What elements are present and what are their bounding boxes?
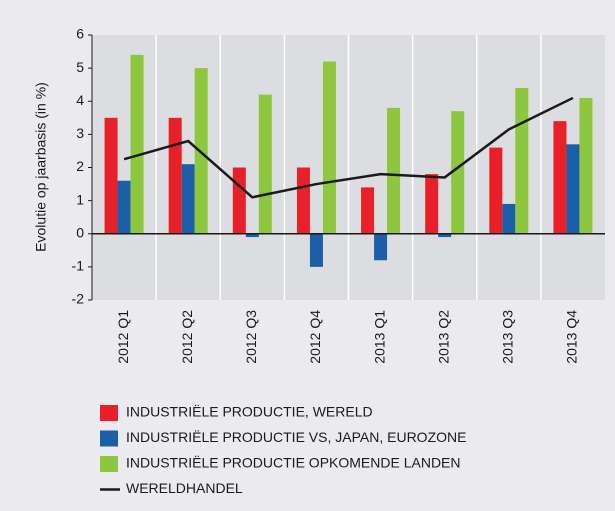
bar (130, 54, 144, 234)
legend-label: INDUSTRIËLE PRODUCTIE, WERELD (126, 404, 373, 420)
y-tick-label: 5 (76, 59, 84, 75)
bar (322, 61, 336, 234)
bar (309, 233, 323, 267)
bar (374, 233, 388, 261)
x-tick-label: 2012 Q2 (179, 310, 195, 364)
bar (117, 180, 131, 234)
x-tick-label: 2012 Q4 (307, 310, 323, 364)
x-tick-label: 2013 Q4 (564, 310, 580, 364)
legend-label: INDUSTRIËLE PRODUCTIE VS, JAPAN, EUROZON… (126, 429, 466, 445)
y-tick-label: 0 (76, 224, 84, 240)
x-tick-label: 2012 Q1 (115, 310, 131, 364)
bar (579, 97, 593, 234)
x-tick-label: 2012 Q3 (243, 310, 259, 364)
bar (553, 121, 567, 234)
bar (502, 203, 516, 234)
y-tick-label: 4 (76, 92, 84, 108)
y-tick-label: -1 (72, 258, 85, 274)
bar (566, 144, 580, 234)
x-tick-label: 2013 Q1 (371, 310, 387, 364)
y-tick-label: 1 (76, 191, 84, 207)
y-tick-label: 2 (76, 158, 84, 174)
bar (361, 187, 375, 234)
legend-label: WERELDHANDEL (126, 480, 243, 496)
bar (168, 117, 182, 234)
y-axis-label: Evolutie op jaarbasis (in %) (33, 82, 49, 252)
bar (232, 167, 246, 234)
y-tick-label: 3 (76, 125, 84, 141)
bar (258, 94, 272, 234)
x-tick-label: 2013 Q3 (500, 310, 516, 364)
bar (438, 233, 452, 238)
bar (515, 88, 529, 234)
bar (489, 147, 503, 234)
legend-swatch (100, 456, 118, 472)
bar (387, 107, 401, 234)
legend-swatch (100, 405, 118, 421)
legend-label: INDUSTRIËLE PRODUCTIE OPKOMENDE LANDEN (126, 455, 461, 471)
y-tick-label: -2 (72, 291, 85, 307)
y-tick-label: 6 (76, 26, 84, 42)
bar (181, 164, 195, 234)
bar (245, 233, 259, 238)
x-tick-label: 2013 Q2 (435, 310, 451, 364)
legend-swatch (100, 430, 118, 447)
bar (104, 117, 118, 234)
bar (451, 111, 465, 234)
bar (425, 174, 439, 234)
line (123, 96, 574, 199)
bar (296, 167, 310, 234)
